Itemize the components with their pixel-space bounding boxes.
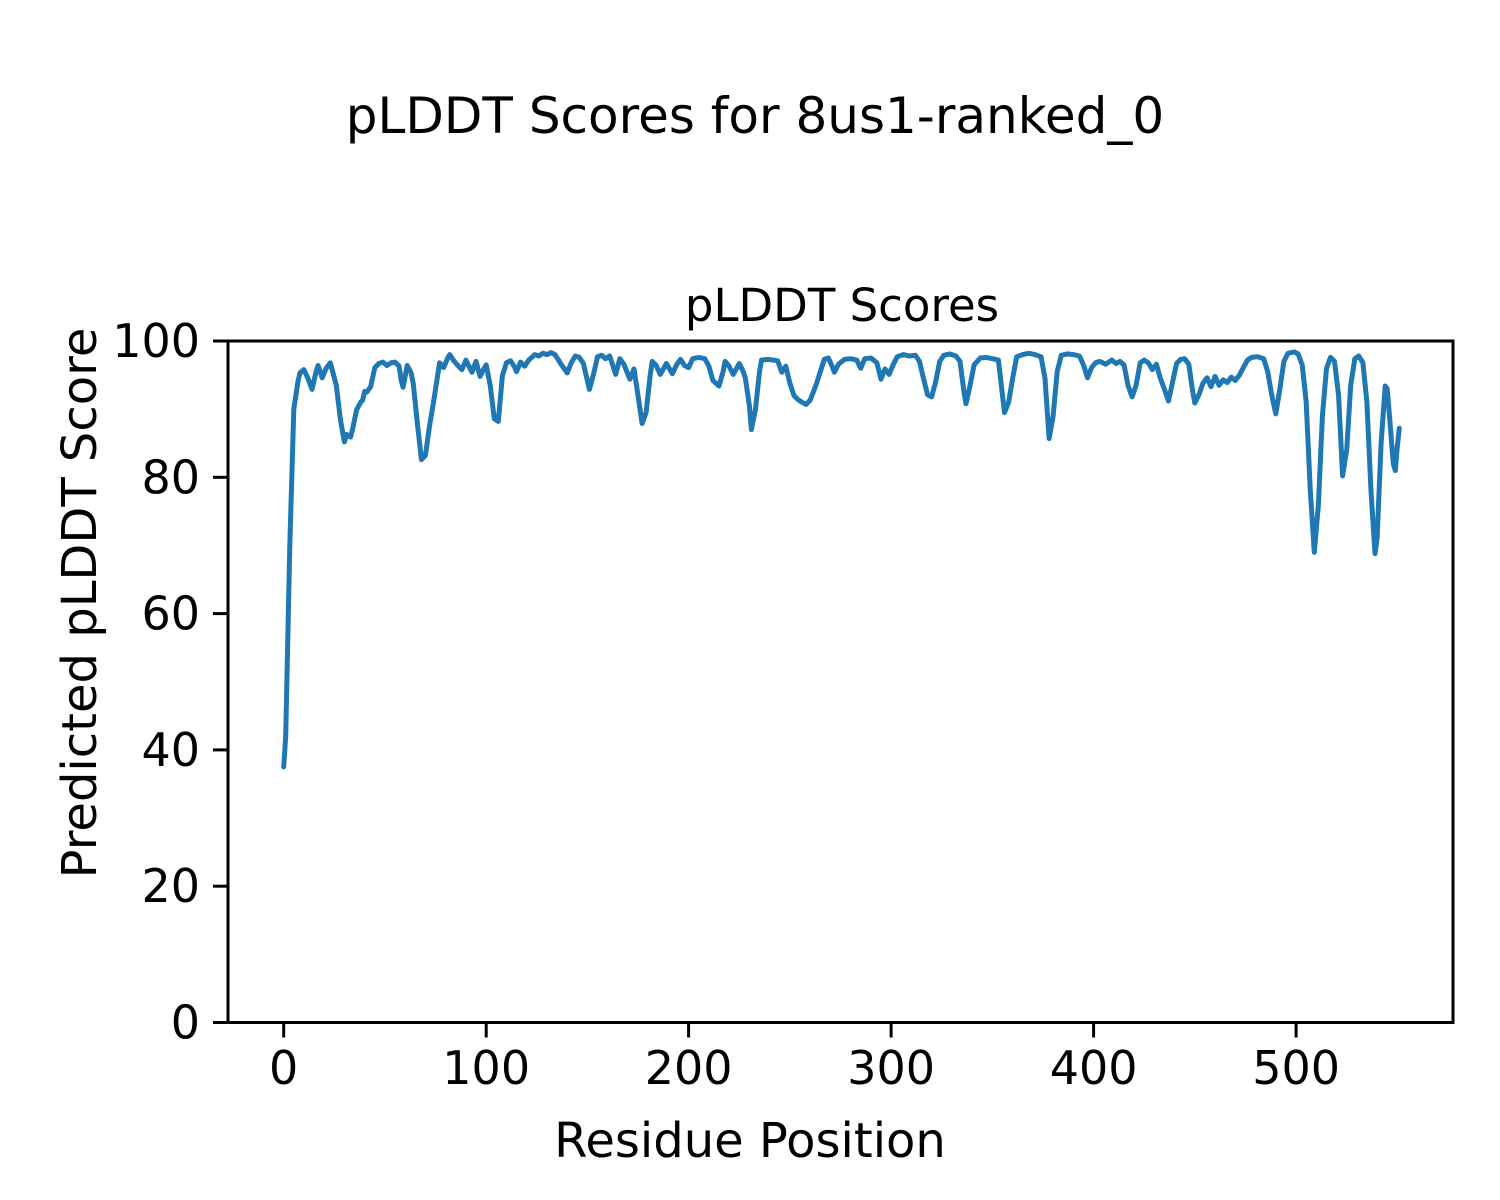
y-tick-label: 60 [141, 587, 200, 641]
y-tick-label: 40 [141, 723, 200, 777]
y-axis-label: Predicted pLDDT Score [52, 328, 108, 879]
x-tick-label: 400 [1050, 1041, 1138, 1095]
plddt-line [281, 349, 1402, 770]
axes-title: pLDDT Scores [685, 279, 999, 332]
y-tick-label: 100 [112, 314, 200, 368]
x-tick-label: 200 [645, 1041, 733, 1095]
plot-frame [226, 339, 1455, 1024]
y-axis-ticks: 0 20 40 60 80 100 [112, 314, 228, 1050]
x-tick-label: 300 [847, 1041, 935, 1095]
y-tick-label: 0 [171, 996, 200, 1050]
figure-suptitle: pLDDT Scores for 8us1-ranked_0 [346, 87, 1164, 145]
x-axis-label: Residue Position [554, 1113, 946, 1169]
y-tick-label: 80 [141, 450, 200, 504]
x-tick-label: 500 [1252, 1041, 1340, 1095]
x-tick-label: 0 [269, 1041, 298, 1095]
y-tick-label: 20 [141, 859, 200, 913]
x-tick-label: 100 [442, 1041, 530, 1095]
x-axis-ticks: 0 100 200 300 400 500 [269, 1022, 1340, 1095]
